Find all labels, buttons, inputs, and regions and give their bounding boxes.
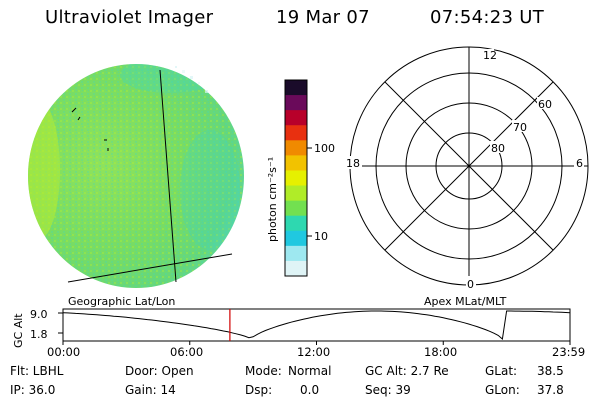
mlt-label-bg	[482, 49, 494, 61]
colorbar-band	[285, 80, 307, 96]
gc-alt-status: GC Alt: 2.7 Re	[365, 364, 449, 378]
limb-noise	[175, 66, 208, 93]
mlt-label-6: 6	[576, 157, 583, 170]
colorbar-band	[285, 260, 307, 277]
glat-label: GLat:	[485, 364, 518, 378]
ip-status: IP: 36.0	[10, 383, 56, 397]
polar-title: Apex MLat/MLT	[424, 295, 507, 308]
mode-label: Mode:	[245, 364, 282, 378]
lat-label-80: 80	[491, 142, 505, 155]
colorbar-band	[285, 215, 307, 232]
colorbar-band	[285, 230, 307, 247]
date-label: 19 Mar 07	[276, 7, 370, 28]
colorbar-band	[285, 200, 307, 217]
glon-value: 37.8	[537, 383, 564, 397]
coastline-fragment	[71, 107, 109, 151]
mlt-label-18: 18	[346, 157, 360, 170]
colorbar	[285, 80, 307, 277]
y-tick-label-1-8: 1.8	[30, 328, 48, 341]
colorbar-band	[285, 155, 307, 171]
glon-label: GLon:	[485, 383, 520, 397]
y-tick-label-9: 9.0	[30, 308, 48, 321]
latitude-line	[67, 253, 233, 283]
dsp-value: 0.0	[300, 383, 320, 397]
colorbar-unit-label: photon cm⁻²s⁻¹	[266, 157, 279, 242]
orbit-altitude-curve	[62, 310, 571, 340]
lat-label-bg	[537, 97, 553, 109]
uv-disk-image	[28, 64, 244, 288]
colorbar-band	[285, 140, 307, 156]
colorbar-band	[285, 245, 307, 262]
time-label: 07:54:23 UT	[430, 7, 545, 28]
altitude-frame	[62, 308, 571, 342]
mlt-label-0: 0	[467, 278, 474, 291]
colorbar-band	[285, 125, 307, 141]
x-tick-label-2359: 23:59	[552, 345, 586, 359]
lat-label-60: 60	[538, 98, 552, 111]
projection-label: Geographic Lat/Lon	[68, 295, 176, 308]
mode-value: Normal	[288, 364, 332, 378]
longitude-line	[159, 69, 177, 283]
mlt-label-bg	[574, 156, 584, 169]
polar-plot	[349, 46, 589, 286]
seq-status: Seq: 39	[365, 383, 411, 397]
gain-status: Gain: 14	[125, 383, 176, 397]
altitude-ylabel: GC Alt	[12, 313, 25, 348]
lat-label-bg	[490, 141, 506, 153]
colorbar-band	[285, 170, 307, 187]
colorbar-band	[285, 95, 307, 111]
x-tick-label-0000: 00:00	[47, 345, 81, 359]
mlt-label-12: 12	[483, 49, 497, 62]
colorbar-frame	[284, 79, 308, 277]
colorbar-band	[285, 185, 307, 202]
mlt-label-bg	[466, 276, 476, 288]
colorbar-band	[285, 110, 307, 126]
lat-label-bg	[512, 120, 528, 132]
lat-label-70: 70	[513, 121, 527, 134]
glat-value: 38.5	[537, 364, 564, 378]
dsp-label: Dsp:	[245, 383, 273, 397]
x-tick-label-0600: 06:00	[170, 345, 204, 359]
x-tick-label-1200: 12:00	[297, 345, 331, 359]
door-status: Door: Open	[125, 364, 194, 378]
filter-status: Flt: LBHL	[10, 364, 64, 378]
mlt-label-bg	[344, 156, 362, 169]
colorbar-tick-10: 10	[314, 230, 328, 243]
altitude-plot	[58, 308, 571, 345]
x-tick-label-1800: 18:00	[424, 345, 458, 359]
app-title: Ultraviolet Imager	[45, 7, 214, 28]
x-ticks	[62, 341, 571, 345]
colorbar-tick-100: 100	[314, 142, 335, 155]
